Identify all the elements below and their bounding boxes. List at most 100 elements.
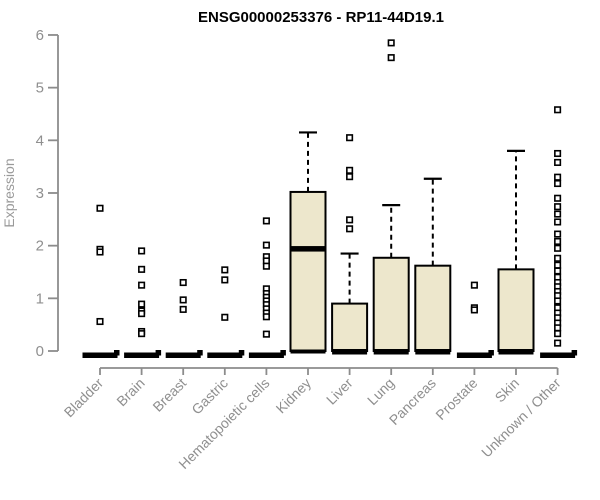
- outlier-point: [179, 278, 187, 287]
- box-skin: [497, 149, 535, 355]
- x-tick-label-lung: Lung: [364, 375, 397, 408]
- outlier-point: [554, 106, 562, 114]
- outlier-point: [346, 216, 354, 224]
- y-tick-label: 5: [36, 80, 44, 97]
- outlier-point: [138, 247, 146, 255]
- box-body: [289, 190, 327, 352]
- outlier-point: [554, 237, 562, 245]
- outlier-point: [554, 179, 562, 188]
- y-tick-label: 0: [36, 343, 44, 360]
- box-unknown-other: [540, 350, 578, 358]
- outlier-point: [221, 266, 229, 274]
- outlier-point: [554, 254, 562, 262]
- x-tick-label-unknown-other: Unknown / Other: [478, 375, 564, 461]
- outlier-point: [262, 313, 270, 321]
- x-tick-label-prostate: Prostate: [432, 375, 480, 423]
- x-tick-label-skin: Skin: [492, 375, 523, 406]
- outlier-point: [221, 313, 229, 321]
- y-tick-label: 4: [36, 132, 44, 149]
- outlier-point: [554, 210, 562, 218]
- median-line: [332, 349, 368, 355]
- outlier-point: [138, 265, 146, 273]
- box-prostate: [456, 350, 494, 358]
- outlier-point: [96, 317, 104, 326]
- median-line: [373, 349, 409, 355]
- median-line: [415, 349, 451, 355]
- zero-bar: [207, 352, 243, 358]
- zero-bar-point: [280, 350, 286, 356]
- box-body: [331, 302, 369, 352]
- outlier-point: [262, 262, 270, 270]
- box-brain: [124, 350, 162, 358]
- outlier-point: [470, 281, 478, 289]
- x-tick-label-kidney: Kidney: [273, 375, 315, 417]
- x-tick-label-liver: Liver: [323, 375, 356, 408]
- lower-staple: [290, 349, 326, 354]
- boxes-layer: [82, 131, 578, 358]
- outlier-point: [554, 194, 562, 202]
- zero-bar: [540, 352, 576, 358]
- chart-title: ENSG00000253376 - RP11-44D19.1: [198, 9, 444, 26]
- outlier-point: [346, 134, 354, 142]
- y-tick-label: 3: [36, 185, 44, 202]
- outlier-point: [554, 244, 562, 252]
- outlier-point: [346, 166, 354, 174]
- x-tick-label-bladder: Bladder: [61, 375, 107, 421]
- box-body: [372, 256, 410, 353]
- outlier-point: [262, 330, 270, 338]
- outlier-point: [554, 218, 562, 226]
- median-line: [290, 246, 326, 252]
- outlier-point: [138, 281, 146, 289]
- zero-bar: [456, 352, 492, 358]
- outlier-point: [179, 296, 187, 304]
- outlier-point: [138, 330, 146, 338]
- y-axis: 0 1 2 3 4 5 6: [36, 27, 59, 360]
- outlier-point: [554, 230, 562, 238]
- outlier-point: [346, 225, 354, 233]
- outlier-point: [554, 324, 562, 332]
- outlier-point: [346, 173, 354, 181]
- outlier-point: [554, 261, 562, 269]
- outlier-point: [96, 248, 104, 256]
- zero-bar: [165, 352, 201, 358]
- outlier-point: [554, 330, 562, 338]
- outlier-point: [554, 173, 562, 181]
- outlier-point: [554, 158, 562, 166]
- box-gastric: [207, 350, 245, 358]
- box-lung: [372, 204, 410, 355]
- outlier-point: [138, 300, 146, 308]
- y-tick-label: 2: [36, 238, 44, 255]
- zero-bar: [124, 352, 160, 358]
- x-tick-label-breast: Breast: [149, 375, 189, 415]
- box-bladder: [82, 350, 120, 358]
- zero-bar-point: [488, 350, 494, 356]
- box-body: [414, 264, 452, 352]
- outlier-point: [221, 276, 229, 284]
- y-tick-label: 6: [36, 27, 44, 44]
- outlier-point: [387, 39, 395, 47]
- outlier-point: [554, 203, 562, 211]
- outlier-point: [554, 267, 562, 275]
- outliers-layer: [96, 39, 562, 347]
- zero-bar-point: [114, 350, 120, 356]
- outlier-point: [262, 241, 270, 249]
- median-line: [498, 349, 534, 355]
- outlier-point: [470, 306, 478, 314]
- y-tick-label: 1: [36, 290, 44, 307]
- zero-bar: [248, 352, 284, 358]
- outlier-point: [179, 305, 187, 313]
- outlier-point: [554, 149, 562, 158]
- x-tick-label-brain: Brain: [113, 375, 147, 409]
- outlier-point: [387, 54, 395, 62]
- zero-bar-point: [571, 350, 578, 356]
- zero-bar-point: [197, 350, 203, 356]
- outlier-point: [554, 339, 562, 347]
- outlier-point: [138, 310, 146, 318]
- box-kidney: [289, 131, 327, 354]
- zero-bar: [82, 352, 118, 358]
- outlier-point: [554, 297, 562, 305]
- box-hematopoietic-cells: [248, 350, 286, 358]
